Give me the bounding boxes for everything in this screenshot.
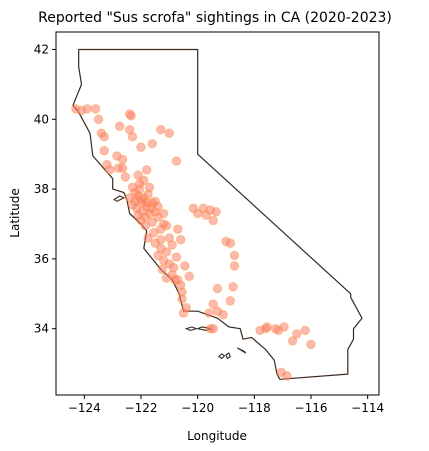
y-tick-label: 36: [34, 252, 49, 266]
sighting-point: [161, 220, 172, 231]
x-tick-label: −114: [351, 401, 384, 415]
x-tick-label: −118: [238, 401, 271, 415]
sighting-point: [156, 124, 166, 135]
sighting-point: [225, 296, 236, 306]
sighting-point: [279, 322, 289, 332]
x-tick-label: −116: [295, 401, 328, 415]
sighting-point: [306, 339, 316, 350]
sighting-point: [140, 220, 151, 231]
x-axis-label: Longitude: [187, 429, 247, 443]
sighting-point: [133, 170, 143, 180]
sightings-points-layer: [71, 104, 316, 381]
sighting-point: [225, 238, 236, 248]
sighting-point: [218, 309, 228, 320]
sighting-point: [149, 227, 159, 238]
sighting-point: [127, 131, 138, 142]
sighting-point: [99, 145, 109, 156]
island-outline-4: [237, 347, 247, 354]
sighting-point: [173, 224, 183, 234]
sighting-point: [134, 184, 145, 194]
sighting-point: [93, 114, 104, 125]
sighting-point: [137, 198, 148, 208]
sighting-point: [171, 252, 182, 262]
sighting-point: [178, 308, 189, 318]
y-tick-label: 38: [34, 182, 49, 196]
sighting-point: [164, 233, 175, 243]
y-tick-label: 42: [34, 42, 49, 56]
sighting-point: [208, 299, 218, 310]
sighting-point: [282, 371, 292, 381]
sighting-point: [133, 210, 143, 220]
sighting-point: [228, 282, 238, 292]
sighting-point: [156, 234, 166, 245]
sighting-point: [300, 325, 311, 336]
x-tick-label: −124: [68, 401, 101, 415]
y-axis-ticks: 34 36 38 40 42: [34, 42, 56, 336]
sighting-point: [127, 200, 138, 210]
sighting-point: [141, 165, 152, 175]
y-tick-label: 40: [34, 112, 49, 126]
sighting-point: [175, 234, 186, 245]
sighting-point: [114, 121, 125, 131]
sighting-point: [212, 283, 223, 294]
sighting-point: [208, 215, 218, 226]
sighting-point: [168, 262, 179, 273]
sighting-point: [105, 165, 115, 175]
sighting-point: [144, 182, 155, 193]
sighting-point: [161, 273, 172, 283]
sighting-point: [90, 104, 101, 114]
island-outline-1: [113, 195, 126, 202]
sighting-point: [117, 163, 128, 173]
sighting-point: [177, 294, 187, 304]
sighting-point: [161, 247, 172, 257]
y-axis-label: Latitude: [8, 188, 22, 237]
island-outline-6: [218, 353, 226, 360]
sighting-point: [117, 154, 128, 165]
sighting-point: [147, 217, 158, 227]
sighting-point: [120, 172, 131, 182]
sighting-point: [287, 336, 298, 346]
sighting-point: [173, 275, 183, 285]
x-tick-label: −122: [125, 401, 158, 415]
island-outline-3: [184, 326, 198, 331]
sighting-point: [158, 208, 169, 219]
axes-frame: [55, 31, 380, 396]
sighting-point: [157, 264, 167, 275]
sighting-point: [171, 156, 182, 166]
sighting-point: [126, 111, 136, 121]
sighting-point: [211, 207, 221, 217]
sighting-point: [204, 308, 214, 318]
sighting-point: [208, 323, 218, 334]
sighting-point: [180, 261, 190, 271]
sighting-point: [229, 250, 240, 261]
sighting-point: [139, 175, 149, 186]
sighting-point: [147, 138, 158, 149]
x-tick-label: −120: [181, 401, 214, 415]
sighting-point: [82, 104, 92, 114]
plot-area: [71, 48, 363, 381]
sighting-point: [184, 271, 194, 282]
sighting-point: [292, 329, 302, 339]
sighting-point: [153, 250, 163, 261]
sighting-point: [153, 201, 163, 212]
sighting-point: [99, 131, 109, 142]
sighting-point: [262, 322, 272, 332]
sighting-point: [229, 261, 240, 271]
chart-title: Reported "Sus scrofa" sightings in CA (2…: [38, 10, 392, 26]
sighting-point: [143, 233, 153, 243]
sighting-point: [164, 128, 175, 138]
sighting-point: [136, 142, 146, 152]
island-outline-5: [225, 352, 231, 360]
y-tick-label: 34: [34, 322, 49, 336]
x-axis-ticks: −124 −122 −120 −118 −116 −114: [68, 395, 384, 415]
sighting-point: [188, 203, 199, 214]
